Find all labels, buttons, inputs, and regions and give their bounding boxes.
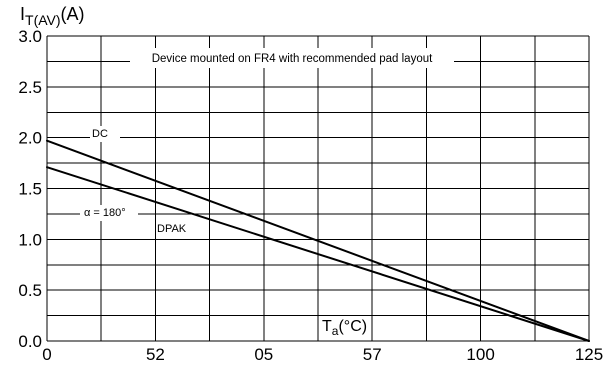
y-tick-label-0: 0.0 — [18, 332, 42, 351]
y-tick-label-5: 2.5 — [18, 78, 42, 97]
y-tick-label-4: 2.0 — [18, 129, 42, 148]
y-tick-label-2: 1.0 — [18, 230, 42, 249]
x-tick-label-0: 0 — [42, 345, 51, 364]
svg-text:IT(AV)(A): IT(AV)(A) — [20, 4, 85, 28]
x-tick-label-3: 57 — [363, 345, 382, 364]
chart-labels: IT(AV)(A) Ta(°C) Device mounted on FR4 w… — [18, 4, 603, 364]
annotation-note-background — [130, 48, 454, 68]
x-axis-title: Ta(°C) — [322, 318, 367, 338]
dc-series-label-background — [90, 126, 120, 142]
y-axis-title-unit: (A) — [61, 4, 85, 24]
y-axis-title-main: I — [20, 4, 25, 24]
dc-series-label: DC — [92, 128, 108, 140]
x-axis-title-subscript: a — [332, 324, 339, 338]
y-tick-label-1: 0.5 — [18, 281, 42, 300]
y-tick-label-6: 3.0 — [18, 27, 42, 46]
y-axis-title: IT(AV)(A) — [20, 4, 85, 28]
x-axis-title-main: T — [322, 318, 332, 335]
alpha-series-label: α = 180° — [84, 207, 126, 219]
alpha-180-series-line — [46, 166, 590, 342]
axes — [46, 36, 589, 342]
svg-text:Ta(°C): Ta(°C) — [322, 318, 367, 338]
x-axis-title-unit: (°C) — [338, 318, 367, 335]
annotation-note: Device mounted on FR4 with recommended p… — [152, 53, 433, 65]
y-axis-title-subscript: T(AV) — [25, 12, 61, 28]
series-lines — [46, 139, 590, 342]
grid — [46, 35, 590, 342]
x-tick-label-4: 100 — [466, 345, 494, 364]
alpha-series-label-background — [80, 205, 138, 221]
x-tick-label-2: 05 — [254, 345, 273, 364]
dc-series-line — [46, 139, 590, 342]
y-tick-label-3: 1.5 — [18, 180, 42, 199]
x-tick-label-1: 52 — [146, 345, 165, 364]
x-tick-label-5: 125 — [575, 345, 603, 364]
package-label: DPAK — [157, 223, 187, 235]
